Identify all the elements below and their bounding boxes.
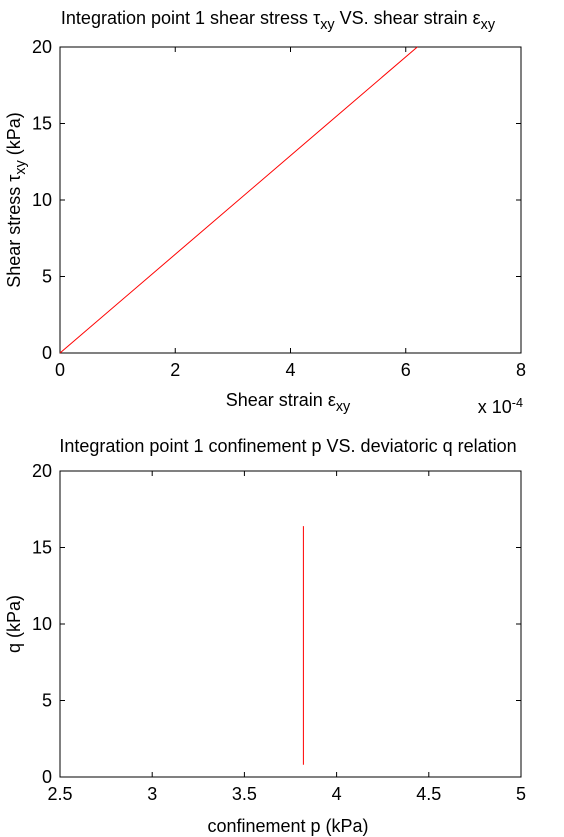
y-tick-label: 0 xyxy=(42,767,52,787)
x-tick-label: 4.5 xyxy=(416,784,441,804)
y-tick-label: 20 xyxy=(32,461,52,481)
x-tick-label: 2.5 xyxy=(47,784,72,804)
y-tick-label: 20 xyxy=(32,37,52,57)
series-line xyxy=(59,46,418,354)
chart-title-part: xy xyxy=(320,17,335,33)
x-tick-label: 5 xyxy=(516,784,526,804)
x-axis-label-part: Shear strain ε xyxy=(226,390,336,410)
x-tick-label: 3 xyxy=(147,784,157,804)
y-tick-label: 10 xyxy=(32,614,52,634)
y-tick-label: 15 xyxy=(32,114,52,134)
x-tick-label: 6 xyxy=(401,360,411,380)
y-axis-label: q (kPa) xyxy=(4,595,24,653)
y-axis-label-part: Shear stress τ xyxy=(4,175,24,288)
y-tick-label: 5 xyxy=(42,691,52,711)
chart-p-vs-q: 2.5 3 3.5 4 4.5 5 0 5 10 15 20 Integration point 1 … xyxy=(4,436,526,836)
y-axis-label-part: xy xyxy=(13,159,29,174)
chart-shear-stress-vs-strain: 0 2 4 6 8 0 5 10 15 20 Integration point 1 shear s… xyxy=(4,8,526,417)
x-tick-label: 4 xyxy=(285,360,295,380)
x-tick-label: 8 xyxy=(516,360,526,380)
plot-area xyxy=(59,46,522,354)
x-axis-label: Shear strain εxy xyxy=(226,390,351,415)
y-axis-label-part: (kPa) xyxy=(4,112,24,160)
x-axis-exponent: x 10-4 xyxy=(478,396,523,417)
x-axis-label-part: confinement p (kPa) xyxy=(207,816,368,836)
x-tick-label: 4 xyxy=(332,784,342,804)
chart-title-part: VS. shear strain ε xyxy=(335,8,481,28)
x-tick-label: 2 xyxy=(170,360,180,380)
y-tick-label: 5 xyxy=(42,267,52,287)
x-axis-label: confinement p (kPa) xyxy=(207,816,368,836)
chart-title-part: Integration point 1 shear stress τ xyxy=(61,8,320,28)
y-axis-label-part: q (kPa) xyxy=(4,595,24,653)
x-tick-label: 3.5 xyxy=(232,784,257,804)
chart-title-part: xy xyxy=(481,17,496,33)
y-tick-label: 10 xyxy=(32,190,52,210)
y-tick-label: 0 xyxy=(42,343,52,363)
x-axis-exponent-power: -4 xyxy=(512,396,523,410)
x-axis-exponent-base: x 10 xyxy=(478,397,512,417)
plot-area xyxy=(59,470,522,778)
x-tick-label: 0 xyxy=(55,360,65,380)
x-axis-label-part: xy xyxy=(336,399,351,415)
chart-title: Integration point 1 shear stress τxy VS.… xyxy=(61,8,496,33)
chart-title: Integration point 1 confinement p VS. de… xyxy=(59,436,516,456)
y-axis-label: Shear stress τxy (kPa) xyxy=(4,112,29,288)
y-tick-label: 15 xyxy=(32,538,52,558)
chart-title-part: Integration point 1 confinement p VS. de… xyxy=(59,436,516,456)
